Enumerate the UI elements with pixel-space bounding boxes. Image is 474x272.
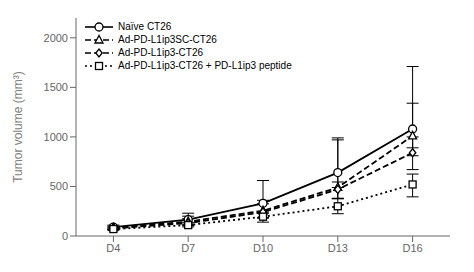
html-text:Ad-PD-L1ip3-CT26: Ad-PD-L1ip3-CT26: [118, 47, 203, 58]
svg-text:2000: 2000: [44, 32, 68, 44]
svg-text:Tumor volume (mm³): Tumor volume (mm³): [11, 71, 25, 183]
svg-text:500: 500: [50, 180, 68, 192]
html-text:Ad-PD-L1ip3-CT26 + PD-L1ip3 pe: Ad-PD-L1ip3-CT26 + PD-L1ip3 peptide: [118, 60, 292, 71]
svg-text:1500: 1500: [44, 81, 68, 93]
html-text:Naïve CT26: Naïve CT26: [118, 21, 172, 32]
svg-text:D7: D7: [181, 242, 195, 254]
html-text:Ad-PD-L1ip3SC-CT26: Ad-PD-L1ip3SC-CT26: [118, 34, 217, 45]
svg-text:D4: D4: [106, 242, 120, 254]
svg-text:D16: D16: [403, 242, 423, 254]
svg-text:D13: D13: [328, 242, 348, 254]
svg-text:D10: D10: [253, 242, 273, 254]
svg-text:1000: 1000: [44, 131, 68, 143]
svg-text:0: 0: [62, 230, 68, 242]
